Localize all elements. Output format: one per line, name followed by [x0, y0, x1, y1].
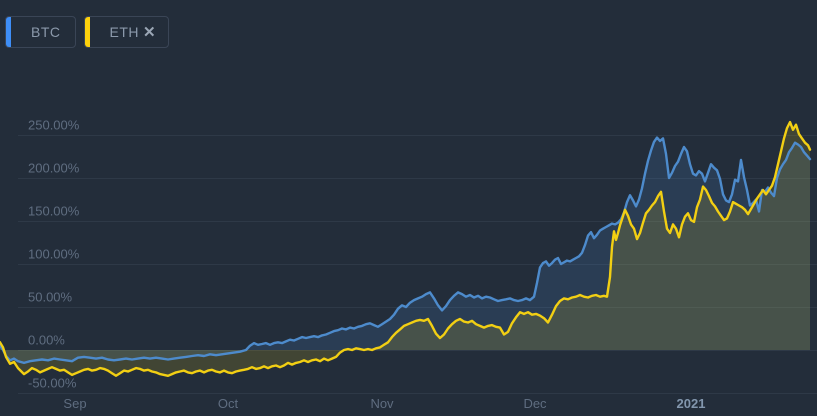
btc-line	[0, 136, 812, 365]
y-tick-label: 100.00%	[28, 247, 80, 262]
y-tick-label: 0.00%	[28, 333, 65, 348]
plot-area[interactable]	[0, 0, 817, 393]
btc-area	[0, 137, 810, 363]
eth-line	[0, 120, 812, 377]
x-axis-labels: Sep Oct Nov Dec 2021	[63, 396, 705, 411]
y-tick-label: 250.00%	[28, 118, 80, 133]
x-tick-label: Nov	[370, 396, 394, 411]
btc-color-bar	[6, 17, 11, 47]
y-tick-label: 200.00%	[28, 161, 80, 176]
y-axis-labels: 250.00% 200.00% 150.00% 100.00% 50.00% 0.00% -…	[28, 118, 80, 391]
y-tick-label: 50.00%	[28, 290, 73, 305]
gridlines	[18, 135, 817, 394]
eth-remove-icon[interactable]: ✕	[143, 23, 156, 41]
legend-chip-eth[interactable]: ETH ✕	[83, 16, 169, 48]
y-tick-label: 150.00%	[28, 204, 80, 219]
eth-color-bar	[84, 17, 90, 47]
y-tick-label: -50.00%	[28, 376, 77, 391]
legend-chip-btc[interactable]: BTC	[5, 16, 76, 48]
x-tick-label: Oct	[218, 396, 239, 411]
btc-legend-label: BTC	[31, 24, 61, 40]
x-tick-label: Dec	[523, 396, 547, 411]
eth-area	[0, 122, 810, 376]
x-tick-label: Sep	[63, 396, 86, 411]
area-fills	[0, 122, 810, 376]
legend: BTC ETH ✕	[5, 16, 169, 48]
series-lines	[0, 120, 812, 377]
x-tick-label: 2021	[677, 396, 706, 411]
eth-legend-label: ETH	[109, 24, 139, 40]
